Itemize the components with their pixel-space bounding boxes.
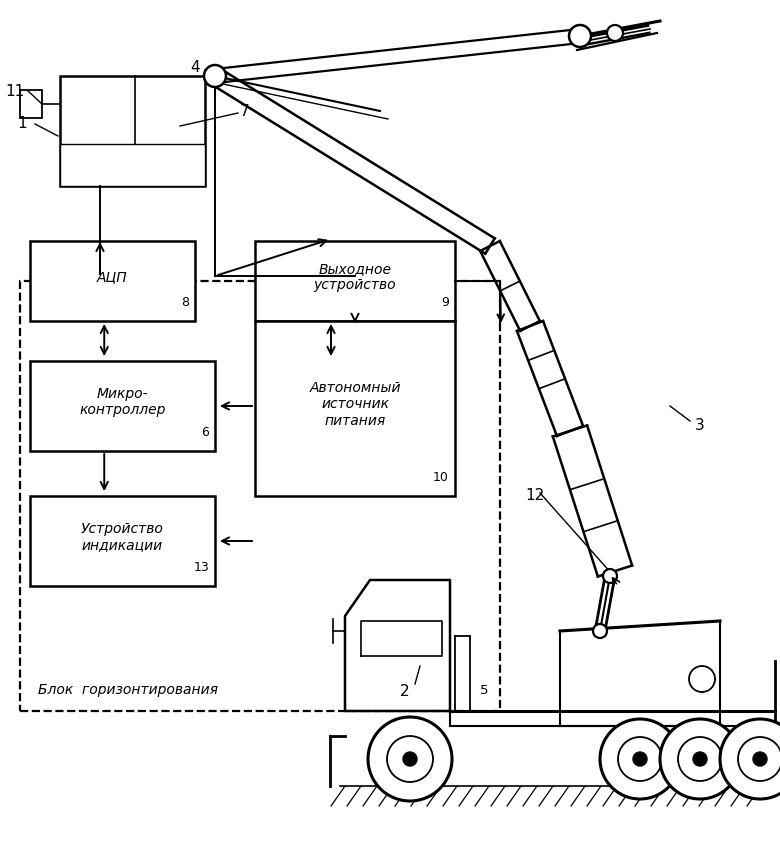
- Text: 6: 6: [201, 426, 209, 439]
- Circle shape: [693, 752, 707, 766]
- Circle shape: [678, 737, 722, 781]
- Text: 8: 8: [181, 296, 189, 309]
- Text: 12: 12: [526, 488, 544, 503]
- Bar: [30, 496, 215, 586]
- Text: Блок  горизонтирования: Блок горизонтирования: [38, 683, 218, 697]
- Bar: [60, 76, 205, 186]
- Text: 4: 4: [190, 61, 200, 75]
- Bar: [20, 281, 500, 711]
- Circle shape: [607, 25, 623, 41]
- Circle shape: [569, 25, 591, 47]
- Circle shape: [593, 624, 607, 638]
- Circle shape: [689, 666, 715, 692]
- Circle shape: [738, 737, 780, 781]
- Circle shape: [600, 719, 680, 799]
- Text: Микро-
контроллер: Микро- контроллер: [80, 387, 165, 417]
- Text: 7: 7: [240, 104, 250, 119]
- Circle shape: [720, 719, 780, 799]
- Circle shape: [660, 719, 740, 799]
- Bar: [20, 90, 42, 118]
- Bar: [255, 241, 455, 321]
- Circle shape: [618, 737, 662, 781]
- Bar: [60, 145, 205, 186]
- Text: Автономный
источник
питания: Автономный источник питания: [309, 381, 401, 428]
- Text: 2: 2: [400, 683, 410, 699]
- Text: 1: 1: [17, 117, 27, 132]
- Circle shape: [368, 717, 452, 801]
- Text: 10: 10: [433, 471, 449, 484]
- Circle shape: [633, 752, 647, 766]
- Text: 9: 9: [441, 296, 449, 309]
- Circle shape: [387, 736, 433, 782]
- Circle shape: [603, 569, 617, 583]
- Bar: [30, 241, 195, 321]
- Text: 5: 5: [480, 684, 488, 697]
- Bar: [255, 321, 455, 496]
- Text: Выходное
устройство: Выходное устройство: [314, 262, 396, 292]
- Circle shape: [403, 752, 417, 766]
- Bar: [30, 361, 215, 451]
- Circle shape: [753, 752, 767, 766]
- Text: 11: 11: [5, 83, 25, 99]
- Text: АЦП: АЦП: [98, 270, 128, 284]
- Text: 13: 13: [193, 561, 209, 574]
- Text: 3: 3: [695, 418, 705, 434]
- Circle shape: [204, 65, 226, 87]
- Text: Устройство
индикации: Устройство индикации: [81, 522, 164, 553]
